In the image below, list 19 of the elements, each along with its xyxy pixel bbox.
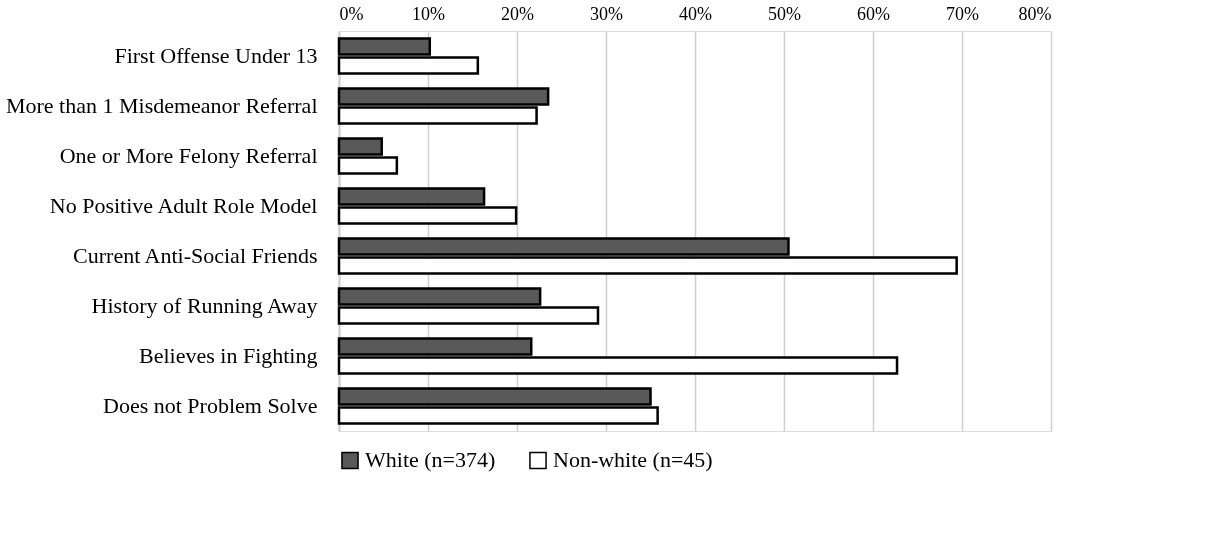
y-tick-label: First Offense Under 13 — [114, 43, 318, 68]
x-tick-label: 70% — [946, 3, 979, 24]
y-tick-label: Current Anti-Social Friends — [73, 243, 318, 268]
x-tick-label: 10% — [412, 3, 445, 24]
y-tick-label: Believes in Fighting — [139, 343, 318, 368]
y-tick-label: History of Running Away — [91, 293, 318, 318]
legend-label: Non-white (n=45) — [553, 447, 713, 473]
y-tick-label: One or More Felony Referral — [59, 143, 318, 168]
x-tick-label: 20% — [501, 3, 534, 24]
legend-label: White (n=374) — [365, 447, 496, 473]
x-tick-label: 80% — [1018, 3, 1052, 24]
x-tick-label: 60% — [857, 3, 890, 24]
x-tick-label: 40% — [679, 3, 712, 24]
x-tick-label: 50% — [768, 3, 801, 24]
x-tick-label: 30% — [590, 3, 623, 24]
y-tick-label: More than 1 Misdemeanor Referral — [5, 93, 318, 118]
x-tick-label: 0% — [339, 3, 364, 24]
y-tick-label: No Positive Adult Role Model — [49, 193, 318, 218]
y-tick-label: Does not Problem Solve — [103, 393, 318, 418]
